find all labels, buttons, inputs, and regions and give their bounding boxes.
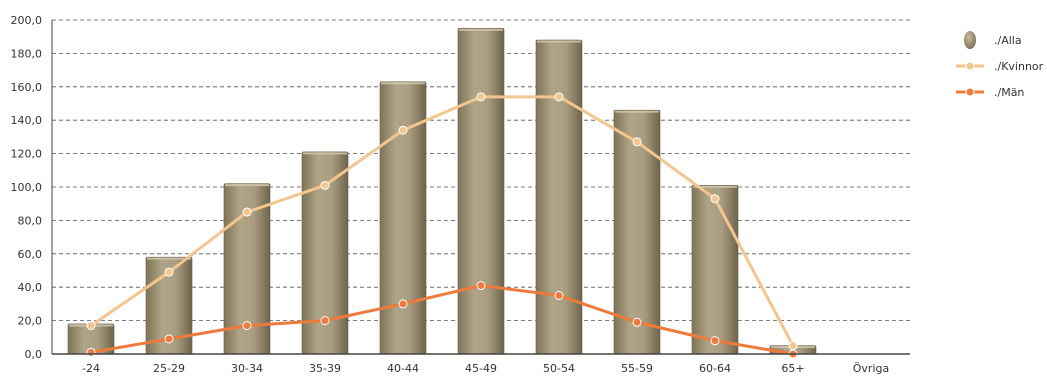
- data-point: [86, 347, 96, 357]
- y-tick-label: 120,0: [11, 148, 43, 161]
- data-point: [242, 321, 252, 331]
- data-point: [710, 194, 720, 204]
- bar-highlight: [615, 110, 659, 113]
- y-axis-ticks: 0,0 20,0 40,0 60,0 80,0 100,0 120,0 140,0 160,0 1…: [11, 14, 43, 361]
- bar-highlight: [381, 82, 425, 85]
- x-tick-label: 40-44: [387, 362, 419, 375]
- x-tick-label: 30-34: [231, 362, 263, 375]
- data-point: [398, 125, 408, 135]
- bar: [457, 28, 505, 355]
- data-point: [320, 180, 330, 190]
- bar-highlight: [693, 185, 737, 188]
- y-tick-label: 200,0: [11, 14, 43, 27]
- data-point: [398, 299, 408, 309]
- x-tick-label: 65+: [781, 362, 804, 375]
- data-point: [554, 92, 564, 102]
- legend-label: ./Kvinnor: [994, 60, 1044, 73]
- data-point: [164, 267, 174, 277]
- y-tick-label: 60,0: [18, 248, 43, 261]
- bar: [535, 39, 583, 355]
- x-axis-ticks: -24 25-29 30-34 35-39 40-44 45-49 50-54 55-59 60…: [82, 362, 889, 375]
- data-point: [554, 291, 564, 301]
- bar: [691, 185, 739, 355]
- y-tick-label: 20,0: [18, 315, 43, 328]
- data-point: [476, 281, 486, 291]
- series-line: [90, 284, 794, 356]
- x-tick-label: 35-39: [309, 362, 341, 375]
- legend-item: ./Kvinnor: [956, 60, 1044, 73]
- series-line: [90, 95, 795, 347]
- bar-highlight: [537, 40, 581, 43]
- x-tick-label: 25-29: [153, 362, 185, 375]
- data-point: [320, 316, 330, 326]
- data-point: [242, 207, 252, 217]
- legend-swatch-marker: [965, 87, 975, 97]
- x-tick-label: 60-64: [699, 362, 731, 375]
- y-tick-label: 80,0: [18, 214, 43, 227]
- y-tick-label: 0,0: [25, 348, 43, 361]
- axes: [51, 20, 910, 355]
- x-tick-label: 50-54: [543, 362, 575, 375]
- y-tick-label: 40,0: [18, 281, 43, 294]
- y-tick-label: 160,0: [11, 81, 43, 94]
- y-tick-label: 180,0: [11, 47, 43, 60]
- data-point: [710, 336, 720, 346]
- legend: ./Alla ./Kvinnor ./Män: [956, 31, 1044, 99]
- bar-highlight: [147, 257, 191, 260]
- bar-highlight: [459, 28, 503, 31]
- y-tick-label: 100,0: [11, 181, 43, 194]
- x-tick-label: 55-59: [621, 362, 653, 375]
- x-tick-label: -24: [82, 362, 100, 375]
- data-point: [788, 341, 798, 351]
- y-tick-label: 140,0: [11, 114, 43, 127]
- data-point: [164, 334, 174, 344]
- x-tick-label: Övriga: [853, 362, 889, 375]
- legend-swatch: [964, 31, 976, 49]
- data-point: [632, 137, 642, 147]
- legend-item: ./Män: [956, 86, 1024, 99]
- legend-item: ./Alla: [964, 31, 1022, 49]
- data-point: [632, 317, 642, 327]
- data-point: [476, 92, 486, 102]
- lines: [86, 92, 798, 359]
- legend-swatch-marker: [965, 61, 975, 71]
- data-point: [86, 321, 96, 331]
- legend-label: ./Män: [994, 86, 1024, 99]
- x-tick-label: 45-49: [465, 362, 497, 375]
- legend-label: ./Alla: [994, 34, 1022, 47]
- bar-highlight: [303, 152, 347, 155]
- bar-highlight: [225, 184, 269, 187]
